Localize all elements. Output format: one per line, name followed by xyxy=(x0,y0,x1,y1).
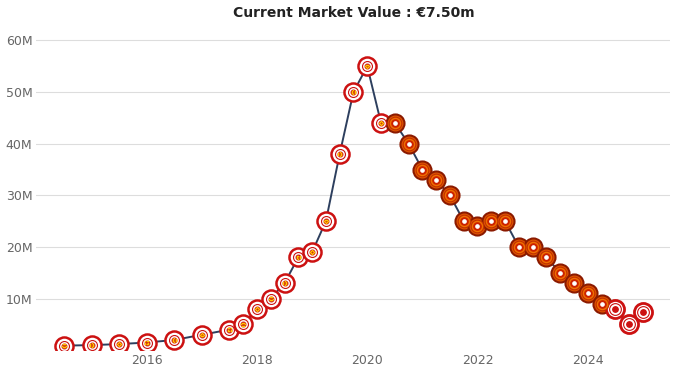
Title: Current Market Value : €7.50m: Current Market Value : €7.50m xyxy=(233,6,475,19)
